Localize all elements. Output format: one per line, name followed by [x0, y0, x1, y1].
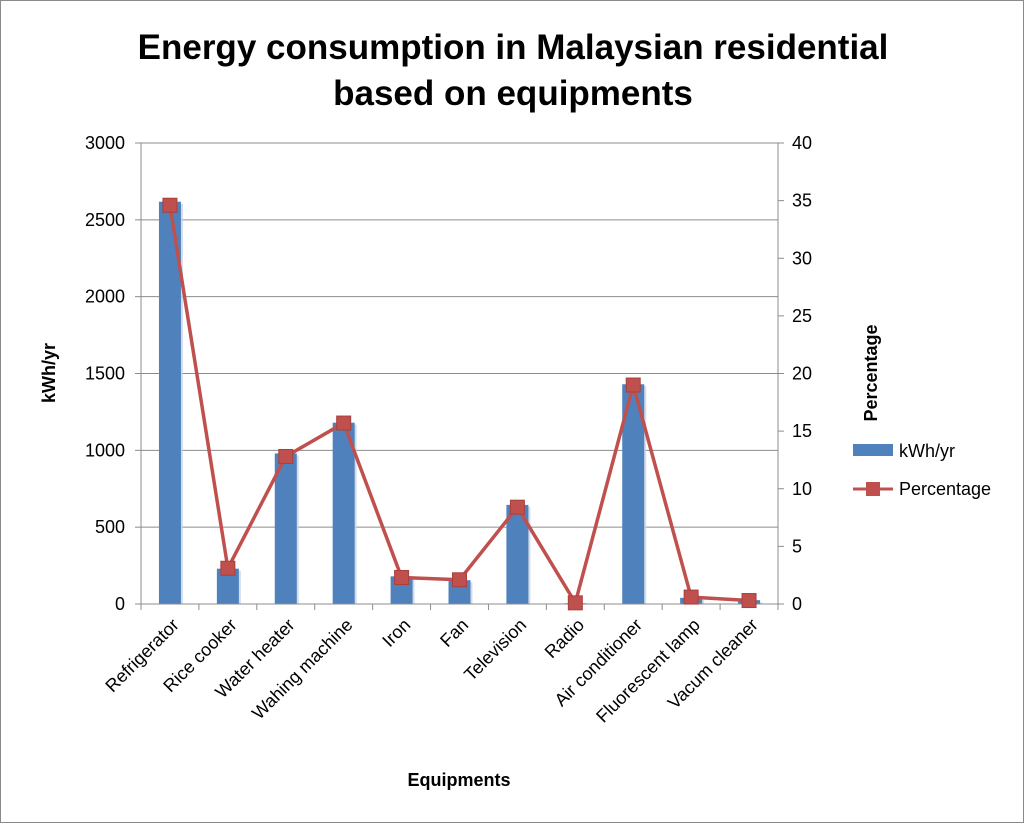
gridlines [141, 142, 778, 528]
y-tick-label: 3000 [85, 133, 125, 153]
percentage-marker-iron [394, 569, 410, 585]
y-axis-title: kWh/yr [39, 343, 59, 403]
y-tick-label: 2000 [85, 287, 125, 307]
line-series [162, 197, 757, 611]
percentage-marker-television [509, 499, 525, 515]
y2-tick-label: 30 [792, 248, 812, 268]
percentage-marker-air-conditioner [625, 377, 641, 393]
bar-water-heater [274, 453, 297, 604]
bar-rice-cooker [216, 568, 239, 604]
legend-label-line: Percentage [899, 479, 991, 499]
percentage-line [168, 204, 750, 605]
y-tick-label: 1500 [85, 364, 125, 384]
category-label: Television [460, 615, 530, 685]
y2-tick-label: 35 [792, 191, 812, 211]
axes [135, 142, 784, 610]
legend-swatch-marker [866, 482, 880, 496]
category-label: Radio [541, 615, 588, 662]
percentage-marker-refrigerator [162, 197, 178, 213]
chart-title-line-2: based on equipments [333, 74, 693, 113]
y2-tick-label: 15 [792, 421, 812, 441]
y2-tick-label: 10 [792, 479, 812, 499]
percentage-marker-water-heater [278, 448, 294, 464]
percentage-marker-vacum-cleaner [741, 593, 757, 609]
legend-label-bar: kWh/yr [899, 441, 955, 461]
percentage-marker-fluorescent-lamp [683, 589, 699, 605]
right-axis-ticks: 0 5 10 15 20 25 30 35 40 [792, 133, 812, 614]
category-label: Iron [378, 615, 414, 651]
bar-wahing-machine [332, 422, 355, 604]
bar-series [158, 201, 763, 604]
y-tick-label: 2500 [85, 210, 125, 230]
y2-tick-label: 40 [792, 133, 812, 153]
x-axis-title: Equipments [407, 770, 510, 790]
percentage-marker-radio [567, 595, 583, 611]
y2-tick-label: 0 [792, 594, 802, 614]
y2-tick-label: 20 [792, 364, 812, 384]
bar-air-conditioner [622, 384, 645, 604]
bar-television [506, 504, 529, 604]
y2-axis-title: Percentage [861, 324, 881, 421]
legend-swatch-bar [853, 444, 893, 456]
y-tick-label: 500 [95, 517, 125, 537]
percentage-marker-fan [452, 572, 467, 588]
bar-refrigerator [158, 201, 181, 604]
percentage-marker-rice-cooker [220, 560, 236, 576]
category-label: Fluorescent lamp [592, 615, 704, 727]
category-label: Wahing machine [248, 615, 356, 723]
legend: kWh/yr Percentage [853, 441, 991, 499]
y-tick-label: 0 [115, 594, 125, 614]
y-tick-label: 1000 [85, 440, 125, 460]
y2-tick-label: 25 [792, 306, 812, 326]
chart-title-line-1: Energy consumption in Malaysian resident… [138, 28, 889, 67]
left-axis-ticks: 0 500 1000 1500 2000 2500 3000 [85, 133, 125, 614]
percentage-marker-wahing-machine [336, 415, 352, 431]
y2-tick-label: 5 [792, 536, 802, 556]
category-label: Fan [436, 615, 472, 651]
